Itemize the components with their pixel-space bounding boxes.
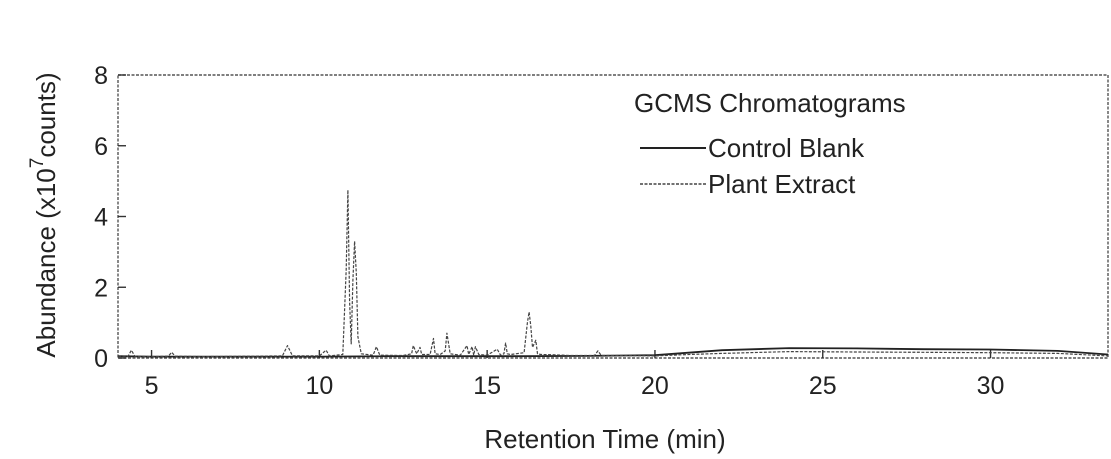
legend-label-plant-extract: Plant Extract	[708, 169, 856, 199]
y-tick-label: 2	[94, 274, 108, 302]
x-tick-label: 25	[809, 372, 837, 400]
y-tick-label: 8	[94, 62, 108, 90]
y-axis-label-prefix: Abundance (x10	[31, 168, 61, 357]
y-axis-label-suffix: counts)	[31, 72, 61, 157]
y-tick-label: 6	[94, 133, 108, 161]
x-axis-label: Retention Time (min)	[484, 424, 725, 454]
x-axis: 5 10 15 20 25 30	[145, 350, 1005, 400]
x-tick-label: 15	[473, 372, 501, 400]
series-layer	[117, 189, 1109, 358]
x-tick-label: 30	[977, 372, 1005, 400]
series-line-plant-extract	[118, 189, 1109, 358]
plot-frame	[117, 74, 1109, 359]
y-tick-label: 0	[94, 345, 108, 373]
y-tick-label: 4	[94, 204, 108, 232]
x-tick-label: 20	[641, 372, 669, 400]
legend-title: GCMS Chromatograms	[634, 88, 906, 118]
y-axis-label-exponent: 7	[27, 158, 48, 169]
x-tick-label: 5	[145, 372, 159, 400]
x-tick-label: 10	[305, 372, 333, 400]
y-axis-label: Abundance (x107counts)	[27, 72, 61, 357]
legend-label-control-blank: Control Blank	[708, 133, 865, 163]
y-axis: 0 2 4 6 8	[94, 62, 126, 373]
legend: GCMS Chromatograms Control Blank Plant E…	[634, 88, 906, 199]
